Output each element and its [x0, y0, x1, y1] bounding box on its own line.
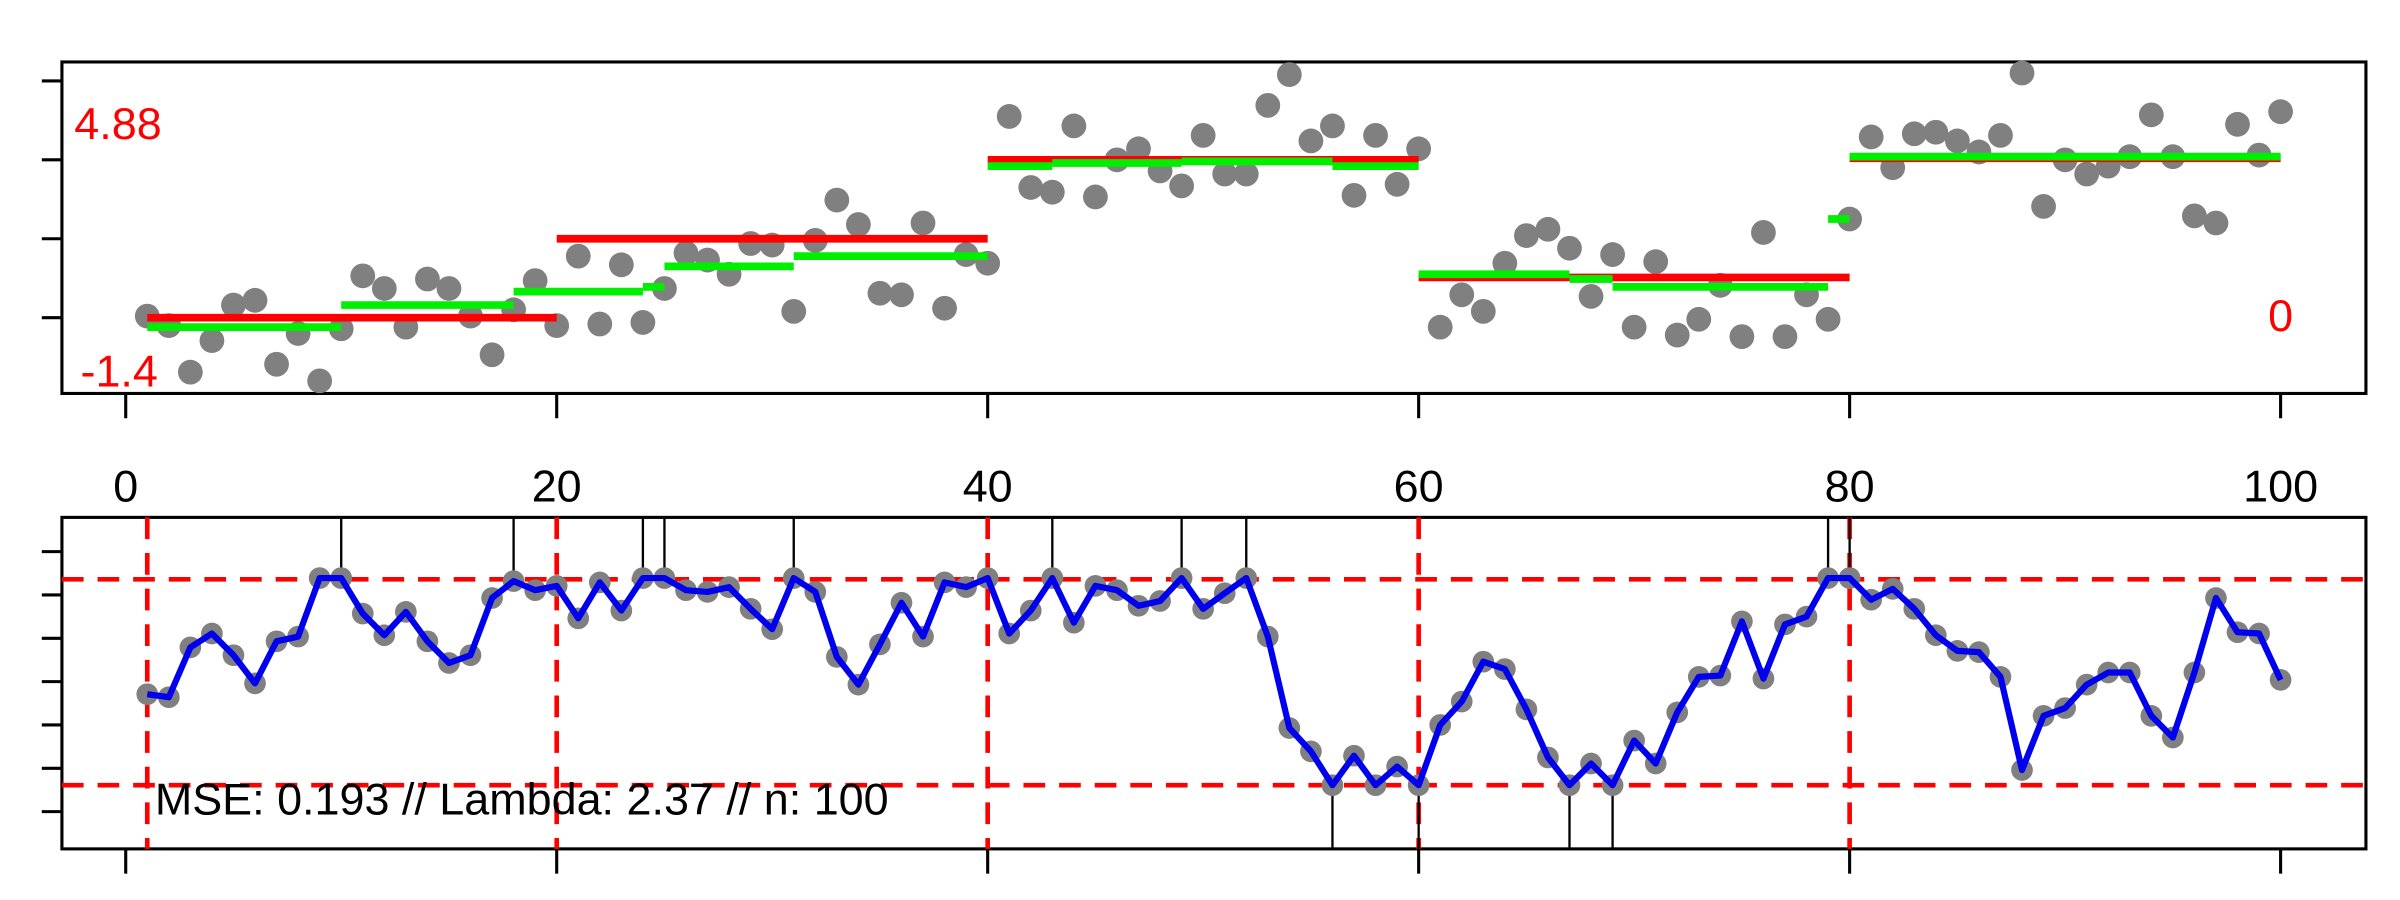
point	[1255, 92, 1281, 118]
point	[1600, 242, 1625, 267]
point	[2009, 60, 2035, 86]
point	[1061, 113, 1087, 139]
point	[824, 187, 850, 213]
point	[1643, 249, 1669, 275]
point	[1341, 182, 1367, 208]
point	[522, 268, 548, 293]
point	[1276, 62, 1302, 87]
point	[889, 282, 914, 308]
point	[2225, 111, 2250, 137]
x-tick-label: 80	[1825, 460, 1875, 511]
point	[1535, 216, 1561, 242]
point	[845, 212, 871, 237]
point	[1190, 122, 1216, 148]
point	[1427, 314, 1453, 340]
point	[608, 252, 634, 278]
point	[1018, 175, 1044, 200]
point	[910, 210, 936, 236]
point	[436, 276, 462, 301]
point	[350, 263, 376, 289]
point	[371, 276, 397, 301]
point	[630, 310, 656, 335]
point	[1858, 124, 1884, 150]
annotation: 0	[2268, 290, 2293, 341]
point	[1320, 113, 1345, 139]
point	[1363, 122, 1388, 148]
point	[2138, 102, 2164, 128]
point	[1578, 283, 1604, 309]
point	[2203, 210, 2229, 236]
point	[2031, 194, 2056, 219]
point	[996, 104, 1022, 129]
point	[1384, 171, 1410, 197]
point	[1664, 322, 1690, 348]
point	[673, 240, 699, 266]
point	[415, 266, 440, 292]
point	[1126, 136, 1151, 162]
annotation: -1.4	[81, 346, 158, 397]
point	[1901, 121, 1927, 147]
point	[479, 342, 505, 368]
point	[1039, 179, 1065, 205]
point	[1988, 122, 2013, 148]
point	[1492, 250, 1518, 276]
point	[1212, 161, 1238, 187]
point	[221, 292, 246, 318]
point	[1686, 306, 1712, 332]
x-tick-label: 60	[1394, 460, 1444, 511]
point	[867, 280, 893, 306]
point	[781, 298, 807, 324]
point	[1923, 119, 1949, 145]
point	[177, 359, 203, 385]
point	[2268, 99, 2293, 125]
annotation: MSE: 0.193 // Lambda: 2.37 // n: 100	[155, 773, 889, 824]
point	[1772, 324, 1798, 350]
point	[2182, 203, 2207, 229]
point	[587, 311, 613, 337]
point	[2074, 161, 2100, 187]
point	[199, 328, 225, 353]
point	[1751, 220, 1776, 245]
point	[1815, 306, 1841, 332]
x-tick-label: 20	[532, 460, 582, 511]
point	[932, 295, 957, 321]
point	[1621, 314, 1647, 340]
x-tick-label: 40	[963, 460, 1013, 511]
point	[1449, 282, 1475, 308]
point	[1470, 298, 1496, 324]
top-panel-frame	[60, 60, 2368, 396]
point	[1557, 235, 1582, 261]
point	[242, 287, 268, 313]
annotation: 4.88	[74, 98, 161, 149]
point	[1298, 128, 1324, 154]
point	[307, 368, 333, 394]
point	[1514, 223, 1539, 248]
series-line	[146, 574, 2284, 789]
point	[264, 351, 289, 377]
point	[1233, 161, 1259, 187]
point	[565, 243, 591, 269]
point	[1729, 324, 1755, 350]
x-tick-label: 100	[2243, 460, 2318, 511]
point	[1944, 128, 1970, 154]
x-tick-label: 0	[113, 460, 138, 511]
point	[738, 231, 764, 256]
point	[1169, 173, 1194, 199]
point	[1406, 136, 1432, 162]
point	[1083, 184, 1108, 210]
